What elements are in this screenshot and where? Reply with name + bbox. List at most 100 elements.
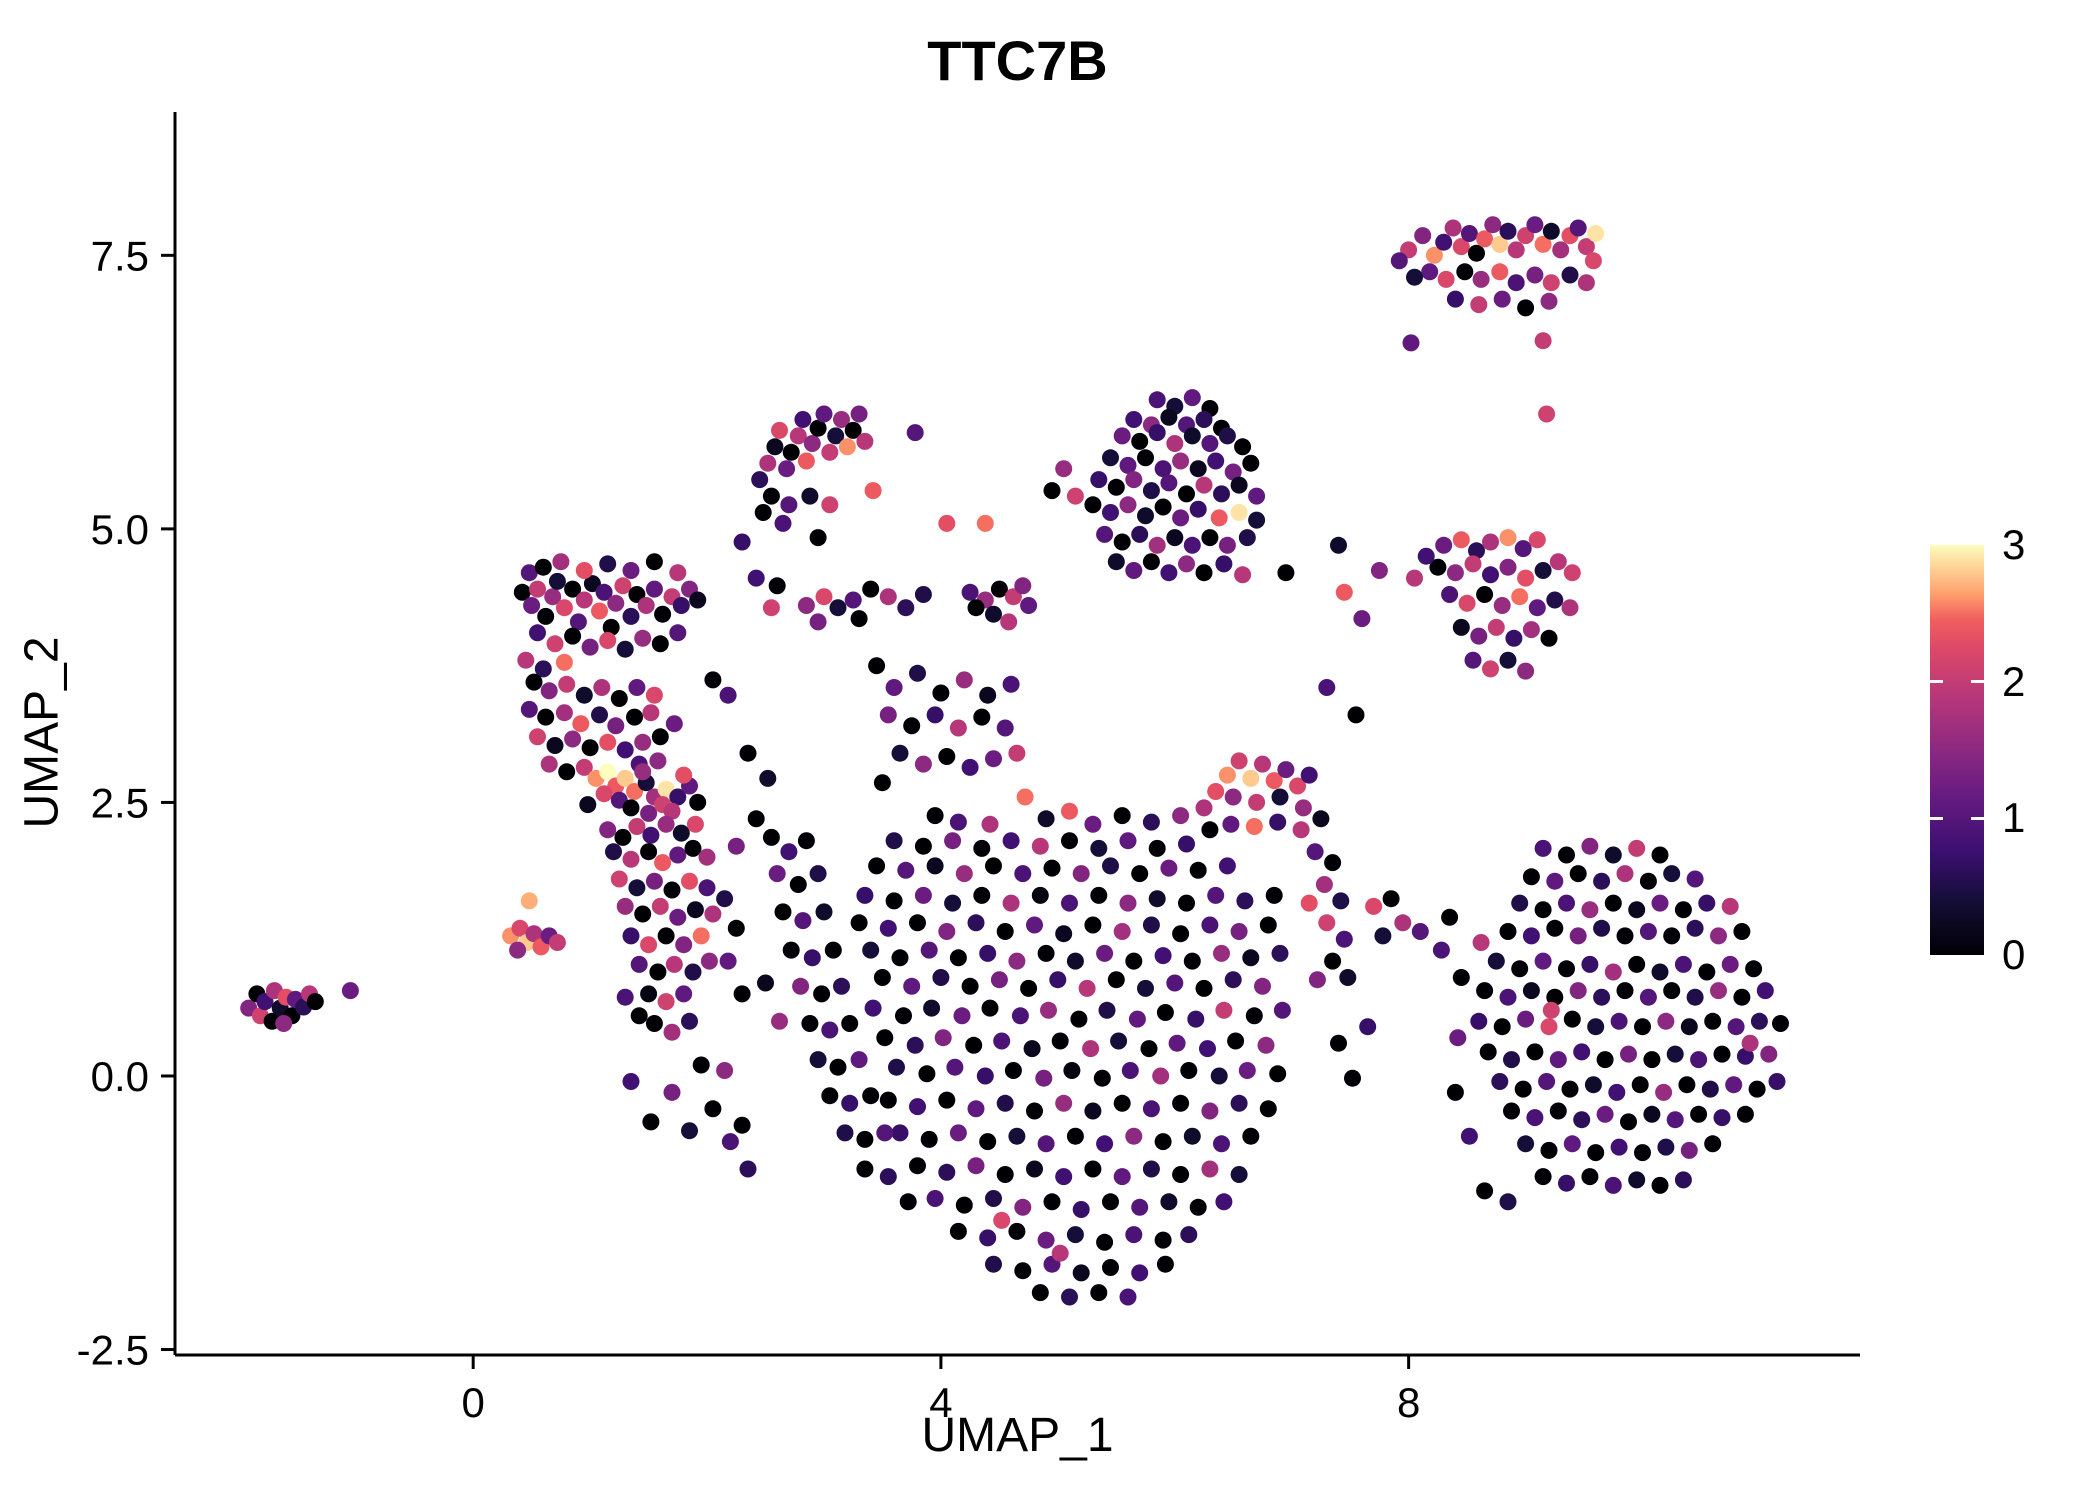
data-point: [1528, 599, 1546, 617]
y-axis-title: UMAP_2: [15, 636, 69, 829]
data-point: [1238, 1062, 1256, 1079]
data-point: [1210, 509, 1228, 527]
data-point: [1187, 1010, 1205, 1028]
data-point: [1002, 832, 1020, 850]
data-point: [821, 1087, 839, 1105]
data-point: [771, 421, 788, 439]
data-point: [1026, 1102, 1043, 1120]
x-tick-label: 8: [1397, 1379, 1420, 1426]
data-point: [675, 936, 693, 954]
data-point: [1704, 1135, 1722, 1153]
data-point: [1189, 460, 1207, 478]
data-point: [751, 471, 769, 489]
data-point: [955, 865, 973, 883]
colorbar-gradient: [1930, 545, 1984, 955]
data-point: [1472, 270, 1490, 288]
data-point: [520, 564, 538, 582]
data-point: [669, 908, 687, 926]
data-point: [739, 744, 757, 762]
data-point: [1563, 1010, 1581, 1028]
data-point: [1072, 1201, 1090, 1218]
data-point: [946, 1058, 964, 1076]
colorbar-break-label: 0: [2002, 931, 2026, 978]
data-point: [1248, 511, 1266, 529]
data-point: [1084, 916, 1102, 934]
data-point: [628, 679, 646, 696]
data-point: [914, 886, 932, 904]
data-point: [955, 671, 973, 689]
data-point: [540, 682, 558, 700]
data-point: [1152, 1067, 1170, 1085]
data-point: [801, 1015, 819, 1032]
data-point: [663, 1023, 681, 1041]
data-point: [1066, 1226, 1084, 1244]
data-point: [1402, 334, 1420, 352]
data-point: [1491, 263, 1509, 281]
data-point: [634, 629, 652, 647]
data-point: [1374, 927, 1392, 945]
data-point: [645, 686, 663, 704]
data-point: [934, 1029, 952, 1047]
data-point: [1183, 536, 1201, 554]
data-point: [1517, 299, 1535, 317]
data-point: [1335, 583, 1353, 601]
data-point: [780, 843, 798, 861]
data-point: [1639, 872, 1657, 890]
data-point: [575, 686, 593, 704]
data-point: [899, 1193, 917, 1211]
data-point: [1487, 618, 1505, 636]
data-point: [976, 514, 994, 532]
data-point: [967, 599, 985, 617]
data-point: [1370, 562, 1388, 579]
data-point: [1596, 1105, 1614, 1123]
data-point: [993, 1032, 1011, 1050]
data-point: [774, 903, 792, 921]
data-point: [529, 728, 546, 746]
data-point: [1569, 927, 1587, 945]
data-point: [517, 651, 535, 669]
data-point: [926, 857, 944, 875]
data-point: [1517, 1010, 1535, 1028]
data-point: [1593, 988, 1611, 1006]
data-point: [645, 1015, 663, 1032]
data-point: [591, 706, 608, 724]
data-point: [876, 1029, 894, 1047]
data-point: [1542, 222, 1560, 240]
data-point: [1499, 651, 1517, 669]
data-point: [1690, 1051, 1708, 1069]
data-point: [1456, 263, 1474, 281]
data-point: [1207, 452, 1225, 470]
data-point: [675, 985, 693, 1003]
data-point: [642, 826, 660, 844]
data-point: [564, 627, 582, 645]
data-point: [1750, 1012, 1768, 1030]
data-point: [1604, 963, 1622, 981]
data-point: [591, 602, 608, 620]
data-point: [1125, 411, 1143, 428]
data-point: [1269, 813, 1287, 831]
data-point: [1569, 865, 1587, 883]
data-point: [920, 1130, 938, 1148]
data-point: [727, 919, 745, 937]
data-point: [716, 1062, 734, 1079]
data-point: [1584, 252, 1602, 270]
data-point: [985, 1255, 1002, 1273]
data-point: [1499, 529, 1517, 547]
data-point: [1245, 1007, 1263, 1025]
data-point: [1154, 498, 1172, 516]
data-point: [1213, 485, 1230, 503]
data-point: [1308, 971, 1326, 989]
data-point: [607, 717, 625, 735]
data-point: [1315, 876, 1333, 893]
data-point: [1195, 411, 1213, 428]
data-point: [1230, 476, 1248, 494]
data-point: [778, 460, 796, 478]
data-point: [949, 1222, 967, 1240]
data-point: [1522, 868, 1540, 886]
data-point: [1534, 839, 1552, 857]
data-point: [985, 1190, 1002, 1207]
data-point: [1277, 564, 1295, 582]
data-point: [1437, 270, 1455, 288]
data-point: [525, 673, 543, 691]
data-point: [1178, 894, 1195, 912]
